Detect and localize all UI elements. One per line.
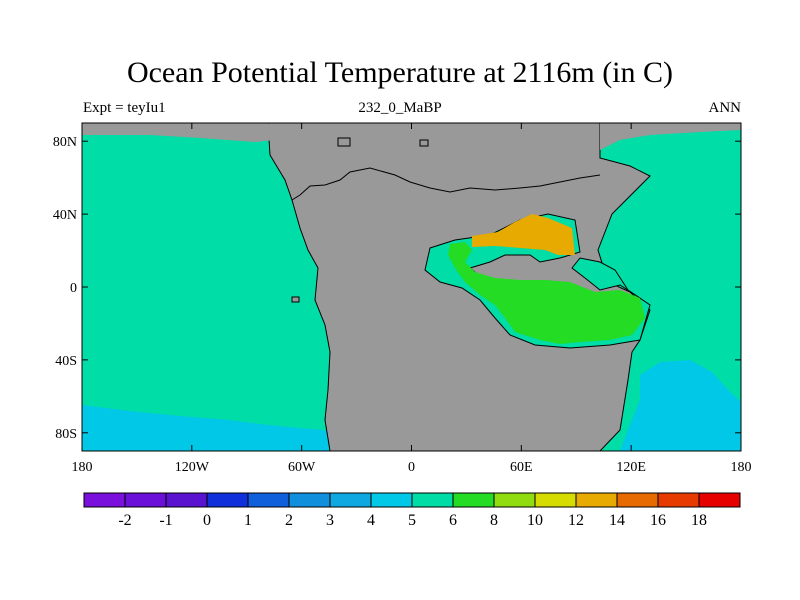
northeast-land: [600, 123, 741, 150]
colorbar-swatch: [575, 492, 618, 508]
time-label: 232_0_MaBP: [358, 100, 442, 116]
x-tick-label: 60E: [510, 460, 533, 475]
map-plot: 180 120W 60W 0 60E 120E 180 80N 40N 0 40S 80S: [53, 122, 752, 475]
colorbar-swatch: [698, 492, 741, 508]
y-tick-label: 40S: [55, 354, 77, 369]
tethys-warm-water: [448, 242, 645, 344]
colorbar-label: 16: [650, 512, 666, 529]
coastline: [291, 167, 601, 201]
experiment-label: Expt = teyIu1: [83, 100, 166, 116]
island: [337, 137, 351, 147]
colorbar-label: 5: [408, 512, 416, 529]
colorbar-swatch: [370, 492, 413, 508]
colorbar-label: 18: [691, 512, 707, 529]
colorbar-swatch: [288, 492, 331, 508]
x-axis: 180 120W 60W 0 60E 120E 180: [72, 123, 752, 475]
colorbar-label: 3: [326, 512, 334, 529]
colorbar-label: 2: [285, 512, 293, 529]
colorbar-swatch: [657, 492, 700, 508]
colorbar-label: -2: [118, 512, 131, 529]
x-tick-label: 0: [408, 460, 415, 475]
y-tick-label: 80S: [55, 427, 77, 442]
x-tick-label: 120E: [616, 460, 646, 475]
southern-cold-water: [82, 405, 335, 451]
colorbar-swatch: [493, 492, 536, 508]
colorbar-swatch: [452, 492, 495, 508]
colorbar-swatch: [247, 492, 290, 508]
colorbar-swatch: [83, 492, 126, 508]
y-axis: 80N 40N 0 40S 80S: [53, 135, 741, 442]
colorbar-swatch: [534, 492, 577, 508]
colorbar-swatch: [124, 492, 167, 508]
colorbar-label: 12: [568, 512, 584, 529]
x-tick-label: 180: [731, 460, 752, 475]
warm-water-patch: [472, 214, 575, 255]
island: [419, 139, 429, 147]
colorbar-label: 4: [367, 512, 375, 529]
x-tick-label: 60W: [288, 460, 316, 475]
colorbar-label: 14: [609, 512, 625, 529]
colorbar-swatch: [206, 492, 249, 508]
colorbar-label: 0: [203, 512, 211, 529]
colorbar-label: 8: [490, 512, 498, 529]
season-label: ANN: [708, 100, 742, 116]
colorbar-label: -1: [159, 512, 172, 529]
x-tick-label: 120W: [175, 460, 210, 475]
colorbar: -2 -1 0 1 2 3 4 5 6 8 10 12 14 16 18: [83, 492, 741, 529]
island: [291, 296, 300, 303]
colorbar-swatch: [616, 492, 659, 508]
y-tick-label: 80N: [53, 135, 77, 150]
colorbar-swatch: [411, 492, 454, 508]
colorbar-swatch: [165, 492, 208, 508]
colorbar-label: 6: [449, 512, 457, 529]
north-coast-land: [82, 123, 275, 142]
x-tick-label: 180: [72, 460, 93, 475]
colorbar-swatch: [329, 492, 372, 508]
plot-title: Ocean Potential Temperature at 2116m (in…: [126, 56, 674, 89]
colorbar-label: 1: [244, 512, 252, 529]
y-tick-label: 40N: [53, 208, 77, 223]
southeast-cold-water: [620, 360, 741, 451]
colorbar-label: 10: [527, 512, 543, 529]
y-tick-label: 0: [70, 281, 77, 296]
